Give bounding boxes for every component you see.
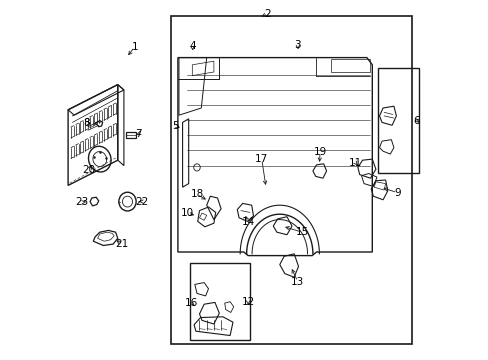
Text: 11: 11 [348,158,361,168]
Text: 22: 22 [135,197,148,207]
Text: 6: 6 [412,116,419,126]
Text: 10: 10 [181,208,194,218]
Text: 23: 23 [75,197,88,207]
Text: 5: 5 [172,121,178,131]
Text: 14: 14 [241,217,254,228]
Bar [126,132,136,138]
Text: 15: 15 [295,227,308,237]
Text: 19: 19 [313,147,326,157]
Text: 17: 17 [255,154,268,164]
Text: 4: 4 [188,41,195,51]
Text: 3: 3 [294,40,301,50]
Text: 9: 9 [393,188,400,198]
Bar [377,68,418,173]
Text: 18: 18 [190,189,203,199]
Text: 16: 16 [184,298,198,308]
Bar [170,16,411,344]
Text: 1: 1 [131,42,138,52]
Text: 20: 20 [82,165,95,175]
Bar [190,263,249,340]
Text: 13: 13 [290,276,304,287]
Text: 12: 12 [241,297,254,307]
Text: 21: 21 [115,239,128,249]
Text: 7: 7 [135,129,142,139]
Text: 8: 8 [82,118,89,128]
Text: 2: 2 [264,9,271,19]
